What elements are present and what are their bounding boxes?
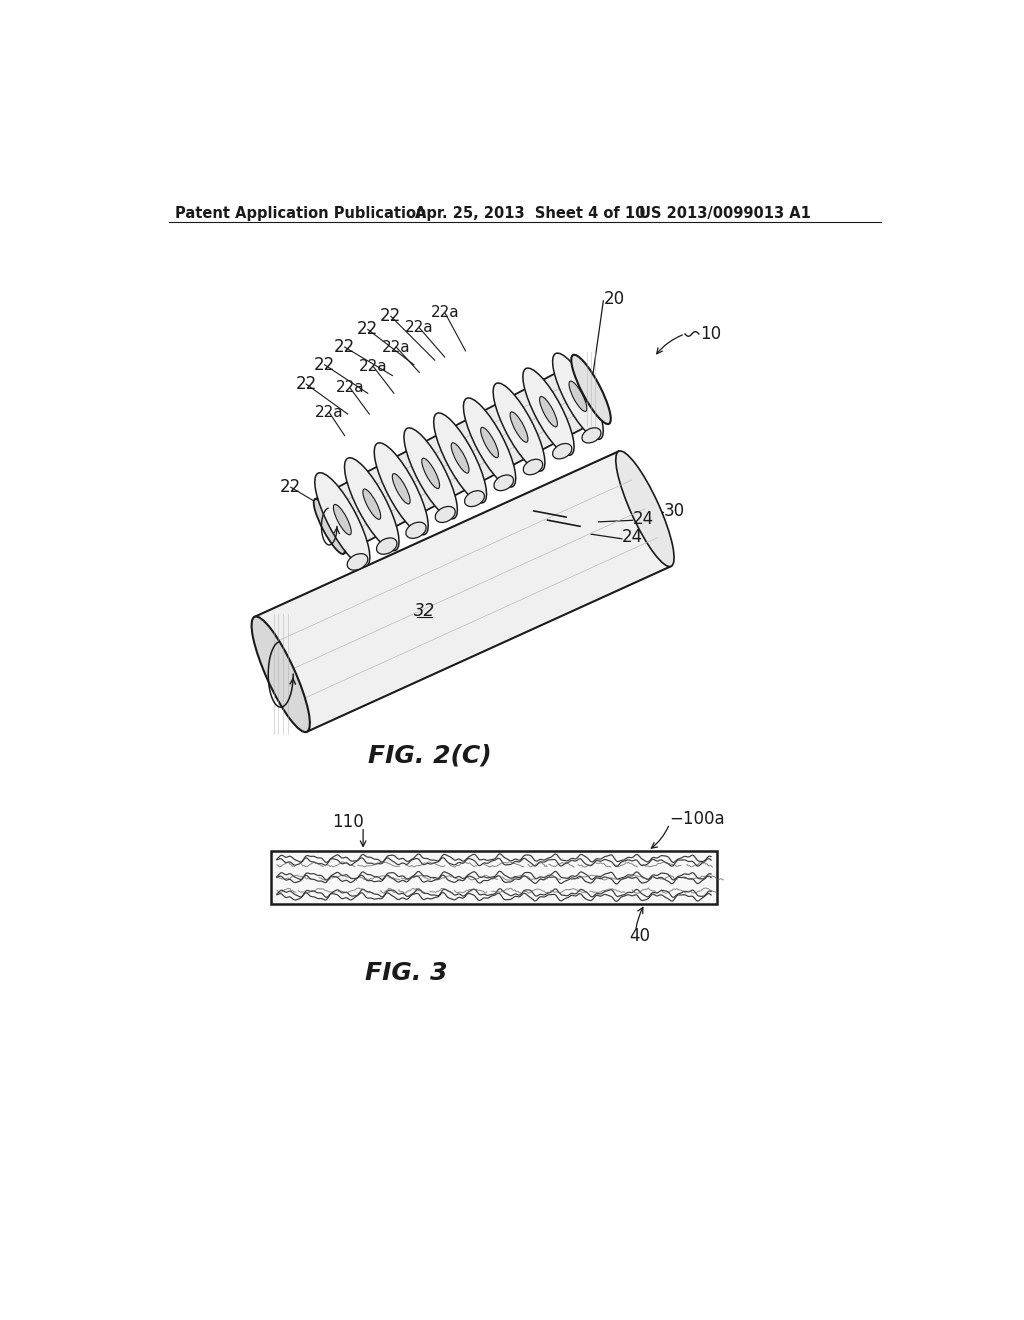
Text: 22a: 22a bbox=[315, 405, 343, 420]
Ellipse shape bbox=[510, 412, 528, 442]
Polygon shape bbox=[255, 451, 671, 731]
Ellipse shape bbox=[582, 428, 601, 444]
Ellipse shape bbox=[553, 354, 603, 440]
Ellipse shape bbox=[452, 442, 469, 473]
Ellipse shape bbox=[392, 474, 411, 504]
Ellipse shape bbox=[465, 491, 484, 507]
Ellipse shape bbox=[571, 355, 610, 424]
Ellipse shape bbox=[434, 413, 486, 503]
Text: 22: 22 bbox=[334, 338, 355, 356]
Text: 10: 10 bbox=[700, 325, 722, 343]
Ellipse shape bbox=[615, 451, 674, 566]
Ellipse shape bbox=[403, 428, 458, 519]
Ellipse shape bbox=[344, 458, 399, 550]
Ellipse shape bbox=[575, 362, 606, 417]
Ellipse shape bbox=[347, 553, 368, 570]
Ellipse shape bbox=[314, 473, 370, 566]
Text: 24: 24 bbox=[622, 528, 643, 546]
Text: 22a: 22a bbox=[358, 359, 387, 374]
Text: 22a: 22a bbox=[336, 380, 365, 396]
Text: US 2013/0099013 A1: US 2013/0099013 A1 bbox=[639, 206, 811, 222]
Text: 22a: 22a bbox=[382, 339, 411, 355]
Ellipse shape bbox=[553, 444, 571, 459]
Ellipse shape bbox=[480, 428, 499, 458]
Text: 32: 32 bbox=[414, 602, 435, 620]
Text: 40: 40 bbox=[630, 927, 650, 945]
Ellipse shape bbox=[313, 499, 345, 554]
Text: 24: 24 bbox=[633, 510, 653, 528]
Bar bbox=[270, 851, 717, 904]
Ellipse shape bbox=[540, 396, 557, 426]
Text: 22: 22 bbox=[314, 356, 335, 374]
Ellipse shape bbox=[464, 397, 516, 487]
Text: −100a: −100a bbox=[670, 810, 725, 828]
Polygon shape bbox=[315, 362, 605, 554]
Ellipse shape bbox=[406, 523, 426, 539]
Text: FIG. 2(C): FIG. 2(C) bbox=[368, 744, 492, 768]
Ellipse shape bbox=[252, 616, 310, 733]
Ellipse shape bbox=[494, 475, 513, 491]
Ellipse shape bbox=[362, 488, 381, 519]
Ellipse shape bbox=[523, 368, 574, 455]
Text: 22: 22 bbox=[357, 321, 378, 338]
Ellipse shape bbox=[334, 504, 351, 535]
Ellipse shape bbox=[435, 507, 456, 523]
Text: 110: 110 bbox=[332, 813, 364, 832]
Text: Patent Application Publication: Patent Application Publication bbox=[175, 206, 427, 222]
Text: FIG. 3: FIG. 3 bbox=[365, 961, 447, 985]
Ellipse shape bbox=[422, 458, 439, 488]
Text: 30: 30 bbox=[664, 502, 684, 520]
Text: 20: 20 bbox=[603, 289, 625, 308]
Text: 22: 22 bbox=[296, 375, 316, 393]
Text: 22: 22 bbox=[380, 308, 401, 325]
Ellipse shape bbox=[374, 442, 428, 535]
Text: 22a: 22a bbox=[430, 305, 459, 319]
Ellipse shape bbox=[494, 383, 545, 471]
Ellipse shape bbox=[523, 459, 543, 475]
Text: 22a: 22a bbox=[406, 321, 433, 335]
Ellipse shape bbox=[377, 539, 397, 554]
Ellipse shape bbox=[569, 381, 587, 412]
Text: Apr. 25, 2013  Sheet 4 of 10: Apr. 25, 2013 Sheet 4 of 10 bbox=[416, 206, 646, 222]
Text: 22: 22 bbox=[281, 478, 301, 496]
